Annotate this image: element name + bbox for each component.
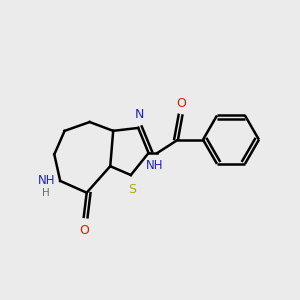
Text: O: O (176, 97, 186, 110)
Text: H: H (42, 188, 50, 198)
Text: NH: NH (38, 174, 55, 188)
Text: O: O (79, 224, 89, 237)
Text: NH: NH (146, 159, 164, 172)
Text: S: S (128, 183, 136, 196)
Text: N: N (135, 108, 144, 121)
